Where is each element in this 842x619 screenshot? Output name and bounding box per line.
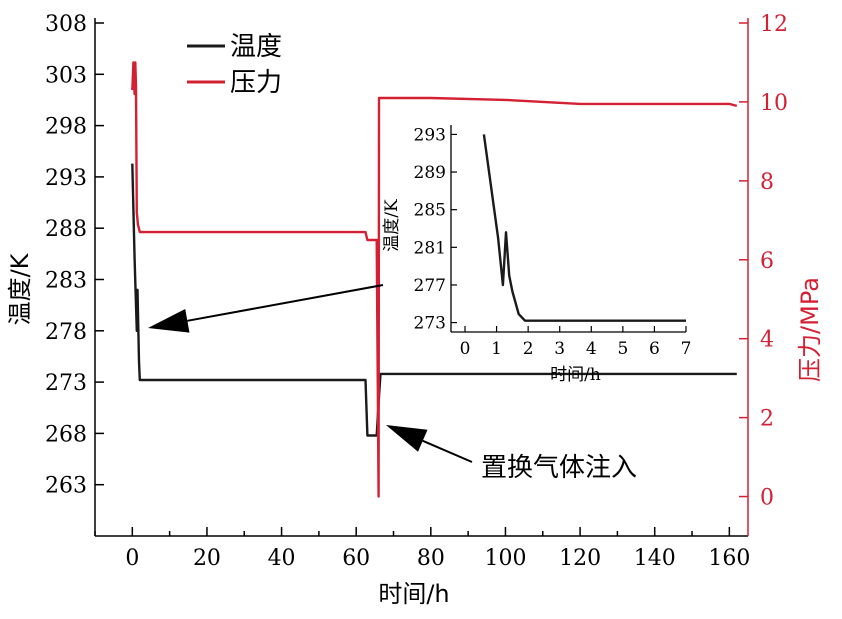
x-axis-title: 时间/h xyxy=(378,580,449,608)
right-tick-label: 12 xyxy=(760,12,788,37)
inset-x-tick-label: 0 xyxy=(460,339,471,359)
left-tick-label: 303 xyxy=(45,63,87,88)
right-tick-label: 6 xyxy=(760,249,774,274)
x-tick-label: 40 xyxy=(268,546,296,571)
left-tick-label: 288 xyxy=(45,217,87,242)
legend-label: 压力 xyxy=(230,68,282,98)
x-tick-label: 120 xyxy=(559,546,601,571)
injection-annotation: 置换气体注入 xyxy=(481,453,637,483)
x-tick-label: 140 xyxy=(634,546,676,571)
inset-x-tick-label: 1 xyxy=(491,339,502,359)
inset-y-tick-label: 285 xyxy=(414,201,446,221)
x-tick-label: 60 xyxy=(342,546,370,571)
left-tick-label: 278 xyxy=(45,320,87,345)
inset-y-axis-title: 温度/K xyxy=(382,199,402,252)
inset-x-axis-title: 时间/h xyxy=(550,365,601,385)
inset-pointer-arrow-shaft xyxy=(187,284,384,322)
x-tick-label: 100 xyxy=(484,546,526,571)
left-tick-label: 263 xyxy=(45,474,87,499)
inset-y-tick-label: 281 xyxy=(414,238,446,258)
inset-y-tick-label: 273 xyxy=(414,314,446,334)
right-tick-label: 10 xyxy=(760,91,788,116)
inset-y-tick-label: 277 xyxy=(414,276,446,296)
right-tick-label: 8 xyxy=(760,170,774,195)
right-tick-label: 2 xyxy=(760,407,774,432)
pressure-series-line xyxy=(131,61,738,498)
legend-label: 温度 xyxy=(230,32,282,62)
inset-y-tick-label: 289 xyxy=(414,163,446,183)
main-axes: 2632682732782832882932983033080246810120… xyxy=(6,12,824,608)
x-tick-label: 20 xyxy=(193,546,221,571)
x-tick-label: 0 xyxy=(125,546,139,571)
x-tick-label: 160 xyxy=(708,546,750,571)
left-axis-title: 温度/K xyxy=(6,252,34,325)
inset-x-tick-label: 7 xyxy=(681,339,692,359)
right-tick-label: 4 xyxy=(760,328,774,353)
inset-x-tick-label: 4 xyxy=(586,339,597,359)
injection-arrow-head xyxy=(386,425,428,452)
main-series xyxy=(131,61,738,498)
injection-arrow-shaft xyxy=(422,439,473,463)
inset-x-tick-label: 2 xyxy=(523,339,534,359)
inset-y-tick-label: 293 xyxy=(414,125,446,145)
inset-temperature-series-line xyxy=(482,134,686,322)
left-tick-label: 293 xyxy=(45,166,87,191)
inset-background xyxy=(449,121,690,334)
inset-pointer-arrow-head xyxy=(148,309,190,333)
x-tick-label: 80 xyxy=(417,546,445,571)
left-tick-label: 283 xyxy=(45,269,87,294)
left-tick-label: 268 xyxy=(45,422,87,447)
right-tick-label: 0 xyxy=(760,486,774,511)
inset-x-tick-label: 6 xyxy=(649,339,660,359)
temperature-series-line xyxy=(131,163,737,437)
annotations: 置换气体注入 xyxy=(148,284,637,483)
left-tick-label: 308 xyxy=(45,12,87,37)
left-tick-label: 273 xyxy=(45,371,87,396)
inset-x-tick-label: 3 xyxy=(554,339,565,359)
right-axis-title: 压力/MPa xyxy=(796,277,824,382)
inset-x-tick-label: 5 xyxy=(617,339,628,359)
left-tick-label: 298 xyxy=(45,115,87,140)
